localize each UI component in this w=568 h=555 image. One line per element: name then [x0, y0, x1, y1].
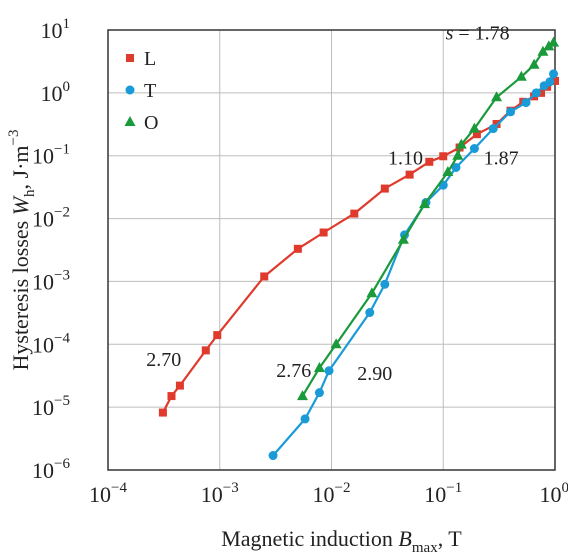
data-point-L — [213, 331, 222, 340]
data-point-L — [175, 381, 184, 390]
y-axis-label-unit: , J·m — [8, 145, 33, 189]
y-tick-label: 10−2 — [32, 205, 70, 232]
data-point-L — [551, 76, 559, 85]
data-point-L — [293, 244, 302, 253]
data-point-T — [549, 69, 559, 79]
data-point-O — [491, 91, 503, 102]
x-tick-label: 100 — [540, 480, 568, 507]
legend-label-O: O — [144, 112, 158, 134]
data-point-T — [469, 144, 479, 154]
data-point-L — [260, 272, 269, 281]
data-point-L — [350, 209, 359, 218]
data-point-T — [545, 77, 555, 87]
y-tick-label: 101 — [41, 16, 71, 43]
legend-marker-T — [125, 85, 135, 95]
data-point-O — [468, 122, 480, 133]
annotation-label: s = 1.78 — [446, 23, 510, 45]
grid — [107, 29, 556, 471]
y-axis-label-sub: h — [22, 189, 38, 197]
series-line-T — [272, 73, 555, 457]
legend-marker-O — [124, 116, 136, 126]
data-point-L — [380, 184, 389, 193]
data-point-T — [488, 124, 498, 134]
data-point-T — [531, 88, 541, 98]
data-point-O — [537, 45, 549, 56]
series-group — [158, 36, 560, 461]
data-point-T — [451, 162, 461, 172]
y-axis-label: Hysteresis losses Wh, J·m−3 — [6, 129, 38, 370]
data-point-T — [324, 366, 334, 376]
x-tick-label: 10−1 — [424, 480, 462, 507]
data-point-L — [439, 152, 448, 161]
x-tick-label: 10−2 — [313, 480, 351, 507]
data-point-T — [380, 279, 390, 289]
data-point-T — [300, 414, 310, 424]
x-axis-label-sub: max — [412, 540, 438, 555]
x-axis-label: Magnetic induction Bmax, T — [221, 526, 462, 555]
legend-marker-L — [126, 54, 134, 62]
data-point-O — [548, 36, 560, 47]
data-point-L — [425, 157, 434, 166]
legend: LTO — [124, 48, 158, 134]
y-tick-label: 100 — [41, 79, 71, 106]
plot-frame — [107, 29, 556, 471]
y-tick-label: 10−4 — [32, 330, 70, 357]
x-axis-label-main: Magnetic induction — [221, 526, 398, 551]
data-point-L — [319, 228, 328, 237]
data-point-O — [419, 198, 431, 209]
data-point-O — [330, 338, 342, 349]
data-point-T — [365, 308, 375, 318]
x-axis-ticks: 10−4 10−3 10−2 10−1 100 — [89, 480, 568, 507]
y-axis-ticks: 101 100 10−1 10−2 10−3 10−4 10−5 10−6 — [32, 16, 70, 483]
data-point-O — [313, 361, 325, 372]
series-line-O — [301, 41, 555, 397]
y-axis-label-var: W — [8, 195, 33, 215]
x-axis-label-var: B — [398, 526, 411, 551]
data-point-O — [442, 166, 454, 177]
annotation-label: 2.90 — [357, 363, 392, 385]
annotation-label: 1.87 — [484, 147, 519, 169]
data-point-L — [158, 408, 167, 417]
data-point-L — [167, 392, 176, 401]
data-point-L — [201, 346, 210, 355]
y-tick-label: 10−6 — [32, 456, 70, 483]
data-point-O — [515, 70, 527, 81]
annotation-label: 2.76 — [276, 360, 311, 382]
data-point-O — [455, 138, 467, 149]
x-tick-label: 10−4 — [89, 480, 127, 507]
annotations: 2.70 2.76 2.90 1.10 1.87 s = 1.78 — [146, 23, 518, 385]
data-point-T — [314, 388, 324, 398]
x-axis-label-unit: , T — [438, 526, 463, 551]
data-point-O — [366, 287, 378, 298]
annotation-label: 1.10 — [388, 147, 423, 169]
data-point-O — [397, 233, 409, 244]
data-point-O — [296, 390, 308, 401]
data-point-L — [537, 88, 546, 97]
series-T — [268, 69, 559, 461]
annotation-label: 2.70 — [146, 349, 181, 371]
x-tick-label: 10−3 — [201, 480, 239, 507]
series-O — [296, 36, 560, 401]
data-point-T — [506, 107, 516, 117]
legend-label-T: T — [144, 80, 156, 102]
data-point-O — [528, 58, 540, 69]
y-tick-label: 10−1 — [32, 142, 70, 169]
y-axis-label-main: Hysteresis losses — [8, 215, 33, 370]
data-point-L — [472, 130, 481, 139]
legend-label-L: L — [144, 48, 156, 70]
data-point-T — [268, 451, 278, 461]
data-point-T — [521, 98, 531, 108]
y-tick-label: 10−5 — [32, 393, 70, 420]
y-tick-label: 10−3 — [32, 267, 70, 294]
data-point-O — [452, 149, 464, 160]
data-point-L — [405, 170, 414, 179]
y-axis-label-exp: −3 — [6, 129, 22, 145]
